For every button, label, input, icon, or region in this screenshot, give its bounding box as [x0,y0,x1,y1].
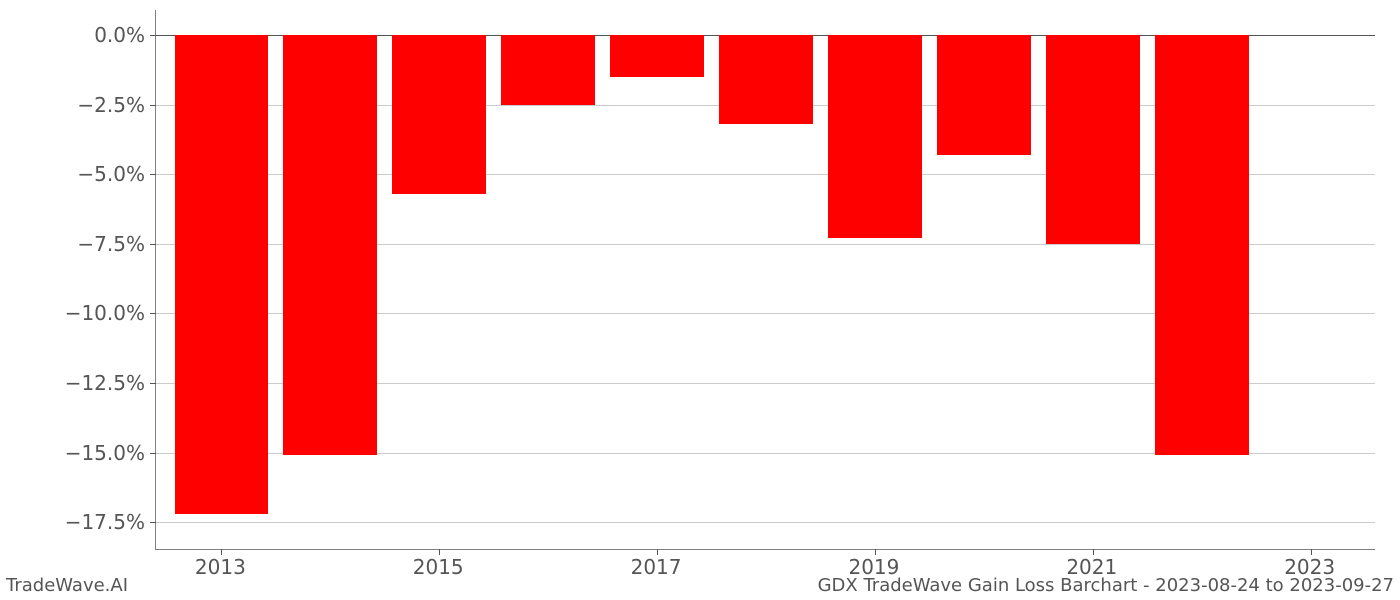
bar [283,35,377,455]
ytick-mark [150,313,156,314]
bar [719,35,813,124]
bar [937,35,1031,155]
xtick-label: 2017 [631,555,682,579]
ytick-mark [150,522,156,523]
plot-area [155,10,1375,550]
gridline [156,522,1375,523]
ytick-label: −7.5% [5,232,145,256]
ytick-label: −15.0% [5,441,145,465]
ytick-mark [150,453,156,454]
ytick-label: −5.0% [5,162,145,186]
bar [392,35,486,194]
ytick-label: −12.5% [5,371,145,395]
ytick-mark [150,105,156,106]
xtick-label: 2023 [1284,555,1335,579]
xtick-label: 2013 [195,555,246,579]
footer-left-text: TradeWave.AI [6,575,128,596]
ytick-mark [150,174,156,175]
bar [1046,35,1140,244]
bar [175,35,269,514]
chart-container [155,10,1375,550]
bar [1155,35,1249,455]
ytick-label: 0.0% [5,23,145,47]
xtick-label: 2019 [848,555,899,579]
xtick-label: 2015 [413,555,464,579]
ytick-mark [150,35,156,36]
ytick-mark [150,383,156,384]
bar [501,35,595,105]
xtick-label: 2021 [1066,555,1117,579]
bar [828,35,922,238]
bar [610,35,704,77]
ytick-mark [150,244,156,245]
ytick-label: −2.5% [5,93,145,117]
ytick-label: −10.0% [5,301,145,325]
ytick-label: −17.5% [5,510,145,534]
